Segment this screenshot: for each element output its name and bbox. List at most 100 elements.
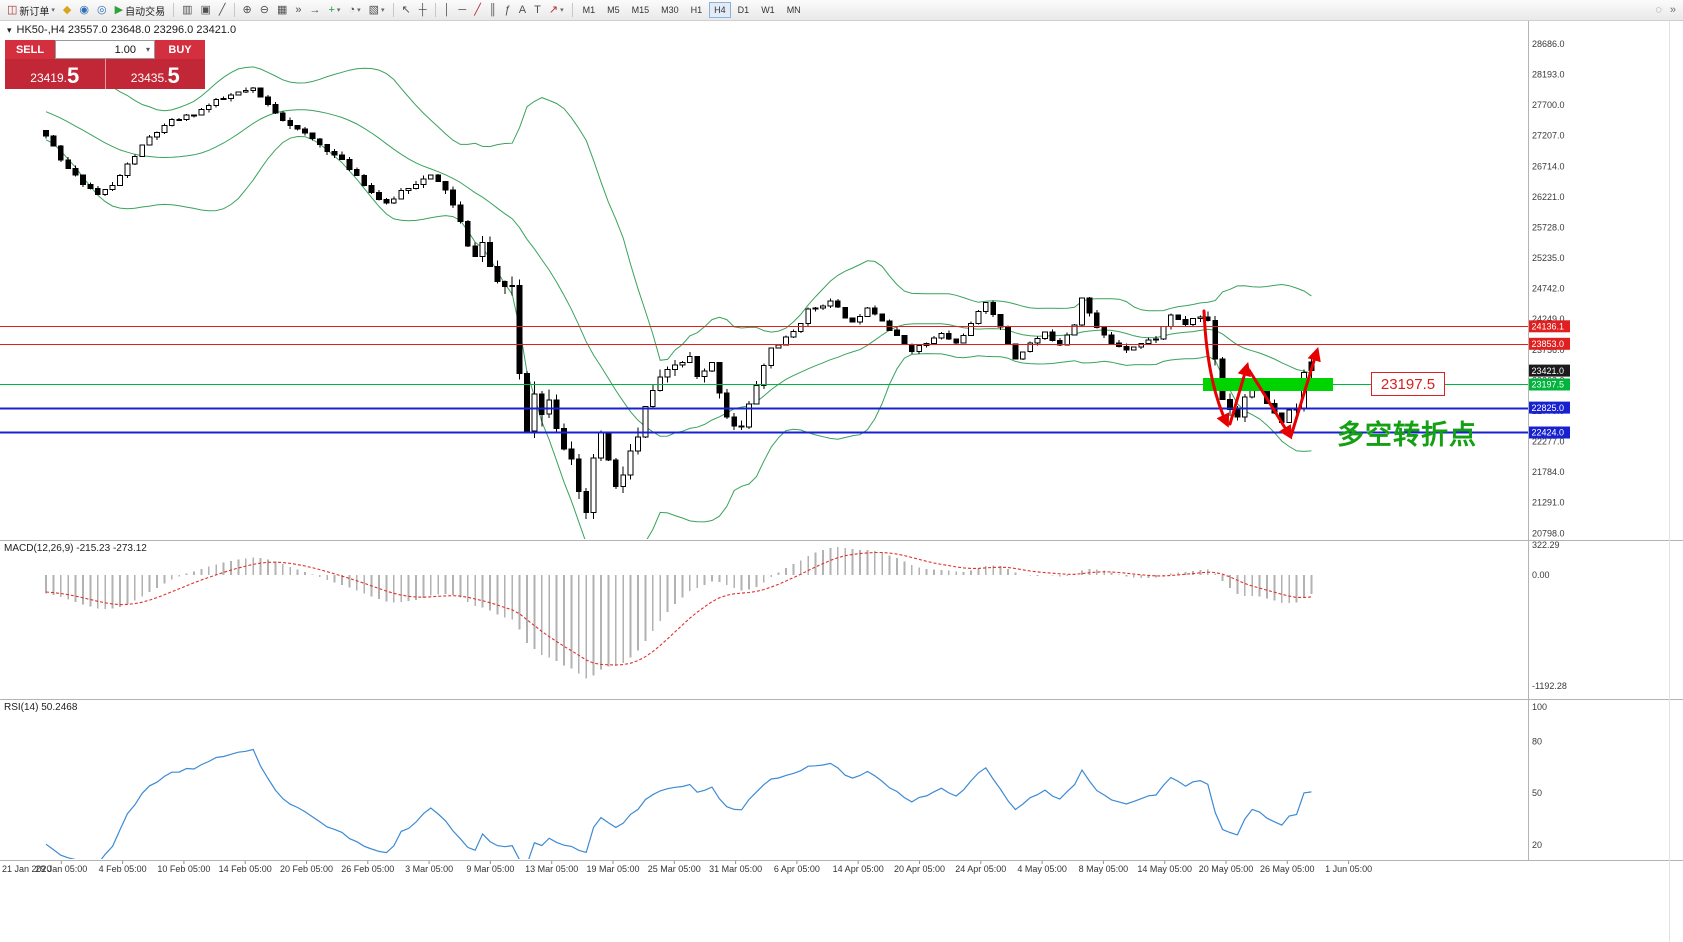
- bollinger-bands: [45, 66, 1312, 539]
- svg-text:28686.0: 28686.0: [1532, 39, 1565, 49]
- toolbar-overflow-icon[interactable]: »: [1666, 2, 1680, 19]
- svg-text:27207.0: 27207.0: [1532, 131, 1565, 141]
- templates-menu-icon-dropdown-icon: ▾: [381, 7, 385, 14]
- timeframe-m30-button[interactable]: M30: [656, 2, 684, 18]
- channel-icon: ║: [488, 3, 497, 16]
- volume-input[interactable]: 1.00 ▾: [55, 40, 155, 59]
- trendline-icon: ╱: [474, 3, 481, 16]
- horizontal-line-icon: ─: [458, 3, 467, 16]
- auto-scroll-icon[interactable]: »: [291, 2, 305, 19]
- toolbar-separator: [434, 3, 436, 17]
- text-icon[interactable]: A: [515, 2, 530, 19]
- volume-dropdown-icon[interactable]: ▾: [145, 45, 150, 54]
- main-toolbar-left: ◫ 新订单 ▾ ◆ ◉ ◎ ▶ 自动交易 ▥ ▣ ╱ ⊕ ⊖ ▦» → + ▾ ◔ ▾ ▧ ▾ ↖ ┼ │ ─ ╱ ║ ƒ A T ↗ ▾ M1…: [3, 0, 807, 20]
- svg-text:21 Jan 2020: 21 Jan 2020: [2, 864, 52, 874]
- market-info-icon[interactable]: ◎: [93, 2, 111, 19]
- support-price-label[interactable]: 23197.5: [1371, 372, 1445, 396]
- svg-text:27700.0: 27700.0: [1532, 100, 1565, 110]
- horizontal-level-lines[interactable]: [0, 326, 1528, 434]
- trade-panel-divider: [104, 59, 106, 89]
- svg-text:29 Jan 05:00: 29 Jan 05:00: [35, 864, 87, 874]
- autotrading-button: ▶: [114, 3, 124, 16]
- one-click-toggle-icon[interactable]: ▾: [7, 24, 12, 35]
- svg-text:24136.1: 24136.1: [1532, 322, 1565, 332]
- fibonacci-icon[interactable]: ƒ: [501, 2, 515, 19]
- zoom-in-icon[interactable]: ⊕: [239, 2, 256, 19]
- trend-arrows[interactable]: [1202, 309, 1321, 440]
- periods-menu-icon[interactable]: ◔ ▾: [344, 2, 364, 19]
- line-chart-icon[interactable]: ╱: [215, 2, 230, 19]
- new-order-button-label: 新订单: [19, 6, 50, 18]
- svg-text:26714.0: 26714.0: [1532, 161, 1565, 171]
- svg-text:1 Jun 05:00: 1 Jun 05:00: [1325, 864, 1372, 874]
- toolbar-separator: [173, 3, 175, 17]
- channel-icon[interactable]: ║: [485, 2, 501, 19]
- sell-button[interactable]: SELL: [5, 40, 55, 59]
- svg-text:21291.0: 21291.0: [1532, 498, 1565, 508]
- svg-text:24742.0: 24742.0: [1532, 284, 1565, 294]
- timeframe-m1-button[interactable]: M1: [578, 2, 601, 18]
- turning-point-annotation[interactable]: 多空转折点: [1337, 420, 1477, 450]
- panel-separators[interactable]: [0, 21, 1683, 942]
- trendline-icon[interactable]: ╱: [470, 2, 485, 19]
- timeframe-mn-button[interactable]: MN: [782, 2, 806, 18]
- timeframe-m5-button[interactable]: M5: [602, 2, 625, 18]
- autotrading-button[interactable]: ▶ 自动交易: [111, 2, 169, 19]
- sell-price-display[interactable]: 23419. 5: [5, 59, 105, 89]
- svg-text:322.29: 322.29: [1532, 540, 1560, 550]
- templates-menu-icon[interactable]: ▧ ▾: [365, 2, 389, 19]
- new-order-button: ◫: [7, 3, 18, 16]
- macd-label: MACD(12,26,9) -215.23 -273.12: [4, 543, 147, 554]
- svg-text:25728.0: 25728.0: [1532, 223, 1565, 233]
- svg-text:4 Feb 05:00: 4 Feb 05:00: [99, 864, 147, 874]
- buy-price-small: 23435.: [130, 71, 168, 85]
- new-order-button-dropdown-icon: ▾: [51, 7, 55, 14]
- quick-search-icon[interactable]: ◌: [1651, 2, 1666, 19]
- metaeditor-icon[interactable]: ◆: [59, 2, 75, 19]
- svg-text:26 Feb 05:00: 26 Feb 05:00: [341, 864, 394, 874]
- crosshair-icon[interactable]: ┼: [415, 2, 431, 19]
- svg-text:3 Mar 05:00: 3 Mar 05:00: [405, 864, 453, 874]
- metaeditor-icon: ◆: [62, 3, 72, 16]
- timeframe-d1-button[interactable]: D1: [733, 2, 755, 18]
- support-zone-highlight[interactable]: [1203, 378, 1333, 391]
- svg-text:28193.0: 28193.0: [1532, 70, 1565, 80]
- arrow-objects-icon-dropdown-icon: ▾: [560, 7, 564, 14]
- buy-price-display[interactable]: 23435. 5: [106, 59, 206, 89]
- periods-menu-icon: ◔: [348, 3, 356, 16]
- tile-windows-icon: ▦: [276, 3, 288, 16]
- cursor-icon[interactable]: ↖: [398, 2, 415, 19]
- candlestick-chart-icon[interactable]: ▣: [196, 2, 214, 19]
- autotrading-button-label: 自动交易: [125, 6, 166, 18]
- bar-chart-icon[interactable]: ▥: [178, 2, 196, 19]
- line-chart-icon: ╱: [218, 3, 226, 16]
- indicators-menu-icon[interactable]: + ▾: [324, 2, 344, 19]
- svg-text:23853.0: 23853.0: [1532, 339, 1565, 349]
- svg-text:20 May 05:00: 20 May 05:00: [1199, 864, 1254, 874]
- new-order-button[interactable]: ◫ 新订单 ▾: [3, 2, 59, 19]
- timeframe-m15-button[interactable]: M15: [627, 2, 655, 18]
- tile-windows-icon[interactable]: ▦: [273, 2, 291, 19]
- price-axis-labels: 28686.0 28193.0 27700.0 27207.0 26714.0 26221…: [1532, 39, 1565, 538]
- svg-text:80: 80: [1532, 737, 1542, 747]
- zoom-out-icon[interactable]: ⊖: [256, 2, 273, 19]
- arrow-objects-icon[interactable]: ↗ ▾: [545, 2, 568, 19]
- sell-price-small: 23419.: [30, 71, 67, 85]
- vertical-line-icon[interactable]: │: [440, 2, 455, 19]
- svg-text:20 Feb 05:00: 20 Feb 05:00: [280, 864, 333, 874]
- timeframe-h1-button[interactable]: H1: [686, 2, 708, 18]
- chart-shift-icon[interactable]: →: [305, 2, 324, 19]
- arrow-objects-icon: ↗: [548, 3, 559, 16]
- svg-text:50: 50: [1532, 788, 1542, 798]
- timeframe-h4-button[interactable]: H4: [709, 2, 731, 18]
- timeframe-w1-button[interactable]: W1: [756, 2, 780, 18]
- svg-text:0.00: 0.00: [1532, 570, 1550, 580]
- text-label-icon[interactable]: T: [530, 2, 545, 19]
- toolbar-separator: [571, 3, 573, 17]
- svg-text:22277.0: 22277.0: [1532, 437, 1565, 447]
- algo-trading-icon[interactable]: ◉: [75, 2, 93, 19]
- buy-button[interactable]: BUY: [155, 40, 205, 59]
- horizontal-line-icon[interactable]: ─: [454, 2, 470, 19]
